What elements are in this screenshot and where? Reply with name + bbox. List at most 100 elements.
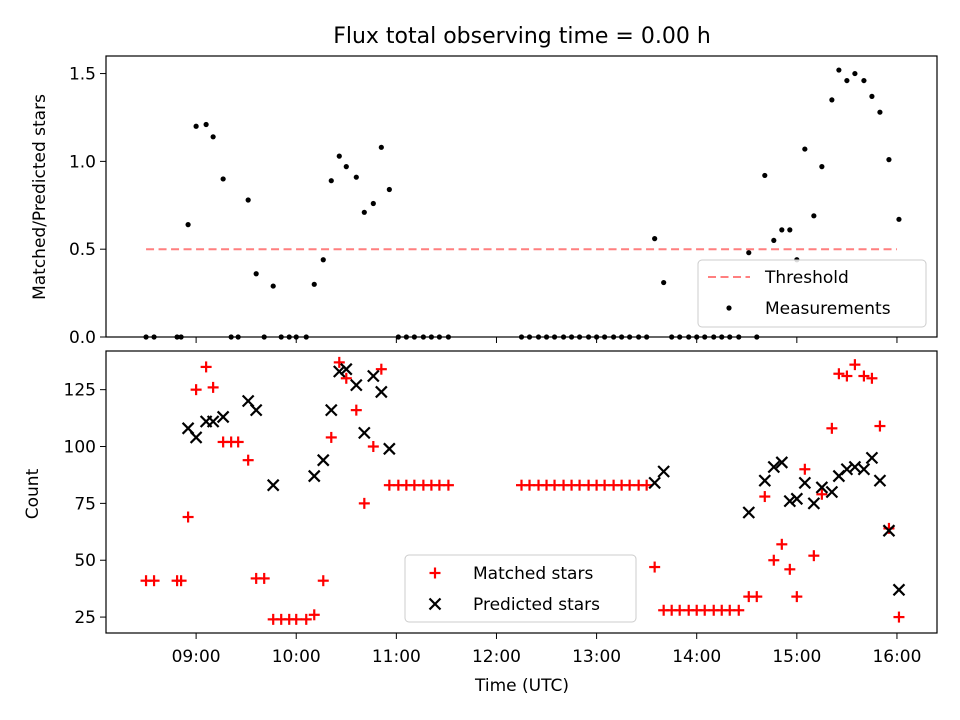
top-y-tick-label: 1.0 (69, 152, 96, 172)
predicted-star-point (316, 453, 330, 467)
matched-star-point (182, 511, 194, 523)
predicted-star-point (790, 492, 804, 506)
measurement-point (877, 109, 883, 115)
matched-star-point (242, 454, 254, 466)
predicted-star-point (206, 415, 220, 428)
bottom-y-tick-label: 100 (64, 438, 96, 458)
legend-measurements-swatch (726, 305, 732, 311)
measurement-point (343, 164, 349, 170)
x-axis-label: Time (UTC) (474, 676, 569, 696)
matched-star-point (816, 488, 828, 500)
top-x-ticks (195, 337, 898, 343)
matched-stars-points (140, 356, 905, 625)
matched-star-point (375, 363, 387, 375)
measurement-point (746, 250, 752, 256)
legend-predicted-marker (428, 597, 442, 611)
matched-star-point (333, 356, 345, 368)
bottom-legend: Matched stars Predicted stars (404, 554, 637, 623)
predicted-star-point (350, 378, 363, 392)
predicted-star-point (825, 485, 839, 499)
matched-star-point (200, 361, 212, 373)
matched-star-point (258, 572, 270, 584)
predicted-star-point (807, 497, 821, 510)
measurement-point (844, 77, 850, 84)
bottom-y-axis-label: Count (23, 468, 43, 519)
bottom-y-ticks: 25 50 75 100 125 (64, 381, 106, 628)
measurement-point (320, 257, 326, 263)
predicted-star-point (324, 403, 338, 417)
matched-star-point (190, 384, 202, 396)
top-y-axis-label: Matched/Predicted stars (30, 94, 50, 300)
top-legend: Threshold Measurements (697, 259, 927, 328)
matched-star-point (325, 431, 337, 443)
matched-star-point (733, 604, 745, 616)
measurement-point (829, 97, 835, 103)
x-tick-label: 12:00 (472, 647, 521, 667)
measurement-point (762, 172, 768, 179)
predicted-star-point (798, 476, 812, 490)
measurement-point (886, 157, 892, 163)
matched-star-point (350, 404, 362, 416)
predicted-star-point (783, 494, 797, 508)
matched-star-point (776, 538, 788, 550)
matched-star-point (893, 611, 905, 623)
bottom-y-tick-label: 25 (74, 608, 96, 628)
x-tick-label: 09:00 (172, 647, 221, 667)
measurement-point (328, 178, 334, 184)
matched-star-point (358, 497, 370, 509)
predicted-star-point (216, 410, 230, 424)
legend-predicted-swatch (428, 597, 442, 611)
matched-star-point (308, 609, 320, 621)
matched-star-point (207, 381, 219, 393)
count-panel: Count Time (UTC) 25 50 75 100 125 09:00 10:00… (23, 350, 938, 696)
measurement-point (203, 121, 209, 128)
top-legend-box (697, 259, 927, 328)
predicted-star-point (840, 462, 854, 476)
matched-star-point (232, 436, 244, 448)
matched-star-point (833, 368, 845, 380)
legend-matched-swatch (429, 567, 441, 579)
legend-measurements-label: Measurements (765, 299, 891, 319)
predicted-star-point (189, 431, 203, 444)
predicted-star-point (758, 474, 772, 487)
measurement-point (811, 213, 817, 219)
measurement-point (353, 174, 359, 180)
legend-matched-marker (429, 567, 441, 579)
x-tick-label: 13:00 (572, 647, 621, 667)
predicted-star-point (340, 362, 353, 376)
matched-star-point (442, 479, 454, 491)
top-y-ticks: 0.0 0.5 1.0 1.5 (69, 65, 106, 348)
predicted-star-point (892, 583, 906, 597)
matched-star-point (148, 575, 160, 587)
matched-star-point (175, 575, 187, 587)
legend-matched-label: Matched stars (473, 564, 593, 584)
measurement-point (210, 134, 216, 140)
predicted-star-point (865, 451, 879, 465)
matched-star-point (317, 575, 329, 587)
matched-star-point (751, 591, 763, 603)
top-y-tick-label: 1.5 (69, 65, 96, 85)
matched-star-point (791, 591, 803, 603)
predicted-star-point (767, 460, 781, 474)
x-tick-label: 14:00 (672, 647, 721, 667)
measurement-point (869, 93, 875, 99)
measurement-point (370, 200, 376, 207)
measurement-point (220, 176, 226, 182)
measurement-point (386, 186, 392, 193)
predicted-star-point (882, 524, 896, 537)
measurement-point (652, 236, 658, 242)
measurement-point (802, 146, 808, 152)
measurement-point (836, 67, 842, 73)
predicted-star-point (648, 476, 661, 490)
predicted-star-point (657, 465, 670, 478)
matched-star-point (858, 370, 870, 382)
matched-star-point (290, 613, 302, 625)
matched-star-point (826, 422, 838, 434)
predicted-star-point (307, 469, 321, 483)
chart-title: Flux total observing time = 0.00 h (333, 24, 711, 49)
predicted-star-point (266, 478, 280, 492)
legend-threshold-label: Threshold (764, 268, 849, 288)
measurement-point (378, 144, 384, 150)
bottom-y-tick-label: 75 (74, 494, 96, 514)
